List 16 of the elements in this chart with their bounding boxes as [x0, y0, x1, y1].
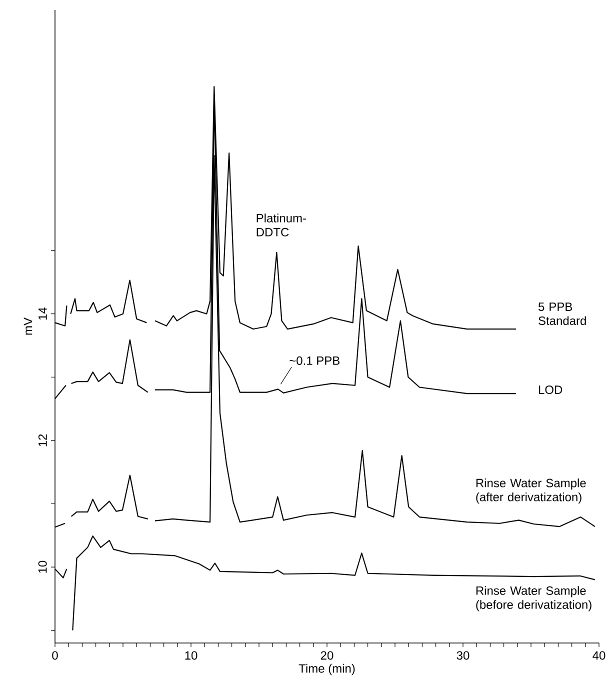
x-tick-label: 30: [456, 651, 470, 660]
series-label: Rinse Water Sample (after derivatization): [476, 478, 586, 504]
y-axis-title: mV: [24, 318, 32, 335]
x-axis-title: Time (min): [298, 664, 355, 676]
annotation: Platinum-DDTC: [256, 214, 306, 236]
x-tick-label: 40: [592, 651, 606, 660]
series-label: Rinse Water Sample (before derivatization): [476, 586, 592, 612]
y-tick-label: 14: [38, 308, 47, 320]
x-tick-label: 10: [185, 651, 198, 660]
y-tick-label: 12: [38, 434, 47, 446]
series-label: LOD: [538, 386, 562, 394]
x-tick-label: 20: [320, 651, 334, 660]
annotation: ~0.1 PPB: [290, 356, 340, 365]
y-tick-label: 10: [38, 560, 47, 573]
series-label: 5 PPB Standard: [538, 302, 586, 326]
x-tick-label: 0: [52, 651, 58, 660]
